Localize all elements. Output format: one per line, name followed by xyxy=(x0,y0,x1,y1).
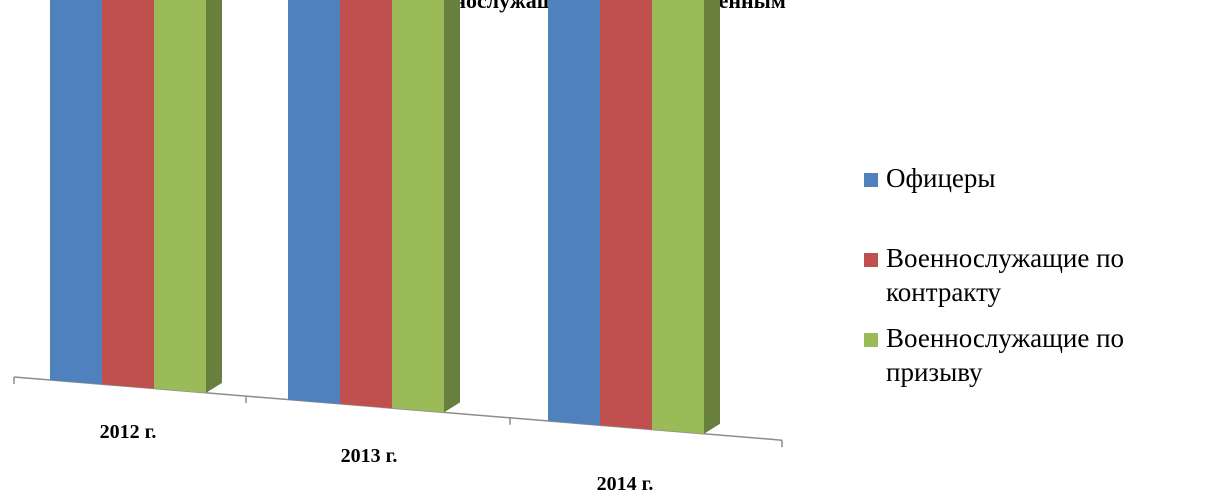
bar xyxy=(652,0,720,434)
x-tick-label: 2013 г. xyxy=(341,445,398,467)
bar-front xyxy=(50,0,102,385)
bar-side xyxy=(206,0,222,393)
legend-label: Офицеры xyxy=(886,163,996,193)
bar-front xyxy=(288,0,340,404)
legend-label: призыву xyxy=(886,357,983,387)
bar-front xyxy=(154,0,206,393)
legend-swatch xyxy=(864,173,878,187)
bar-front xyxy=(102,0,154,389)
bar-front xyxy=(340,0,392,409)
legend-swatch xyxy=(864,253,878,267)
bar-front xyxy=(600,0,652,430)
bar-side xyxy=(704,0,720,434)
bar xyxy=(392,0,460,413)
legend-label: Военнослужащие по xyxy=(886,243,1124,273)
bar xyxy=(154,0,222,393)
legend-label: Военнослужащие по xyxy=(886,323,1124,353)
bar-front xyxy=(652,0,704,434)
bar-front xyxy=(392,0,444,413)
bar-front xyxy=(548,0,600,426)
x-tick-label: 2012 г. xyxy=(100,421,157,443)
legend-item: Военнослужащие по контракту xyxy=(864,243,1124,307)
bar-side xyxy=(444,0,460,413)
legend-item: Офицеры xyxy=(864,163,996,193)
x-tick-label: 2014 г. xyxy=(597,473,654,495)
legend-item: Военнослужащие по призыву xyxy=(864,323,1124,387)
legend-label: контракту xyxy=(886,277,1002,307)
legend-swatch xyxy=(864,333,878,347)
